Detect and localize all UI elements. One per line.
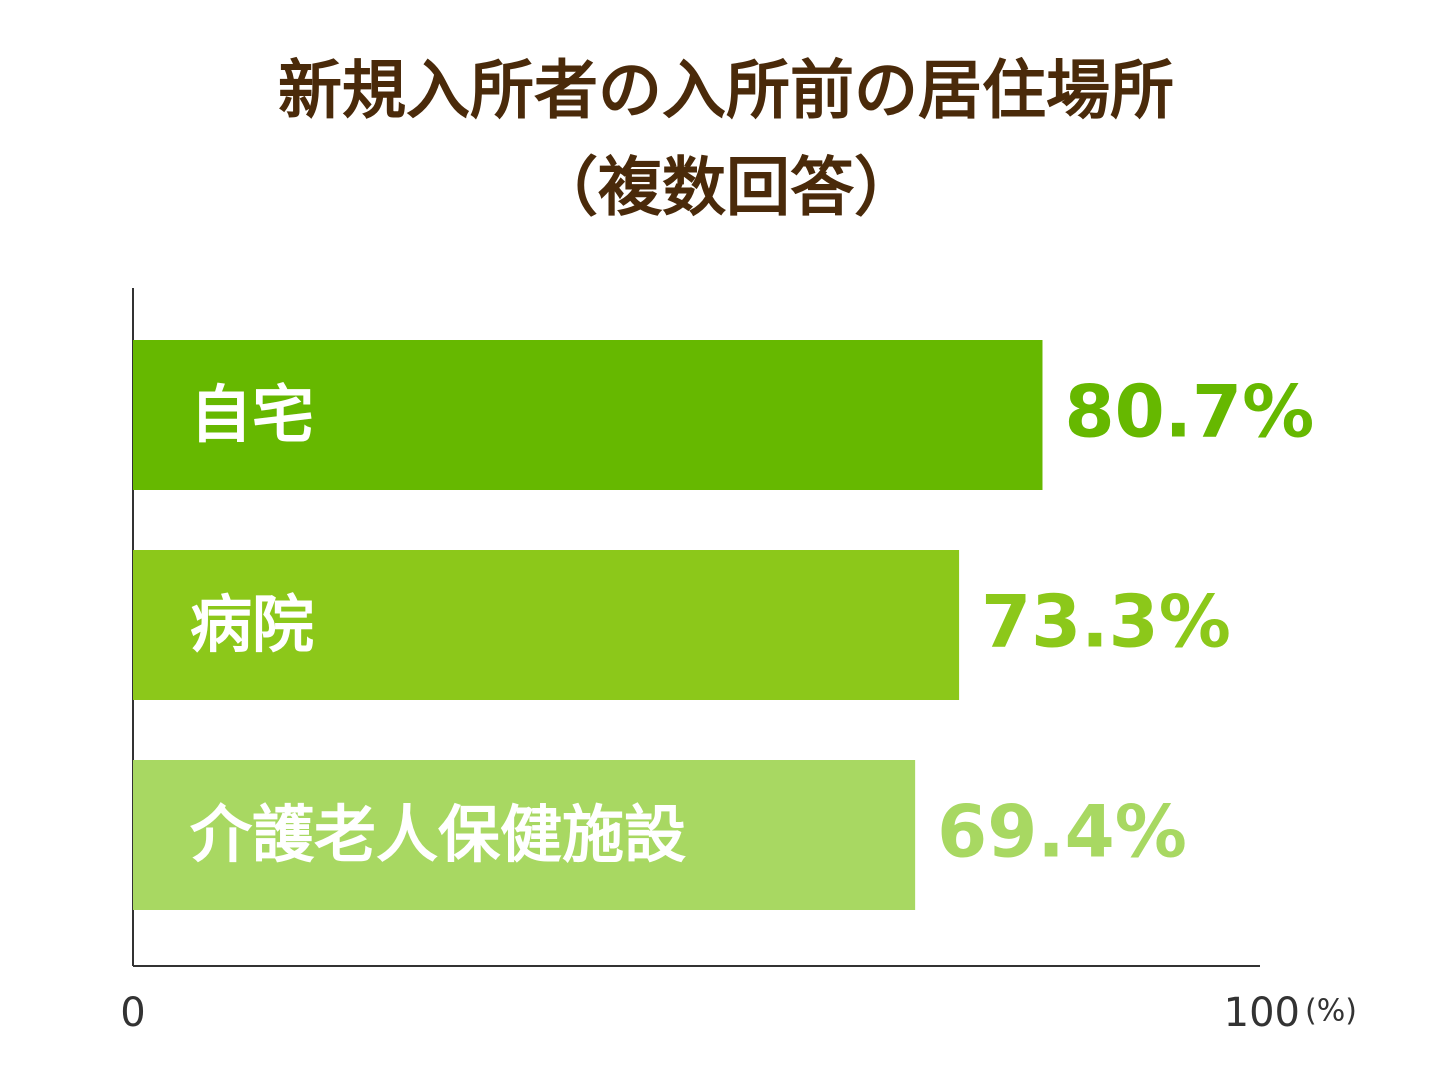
bar xyxy=(133,340,1043,490)
x-axis-label: (%) xyxy=(1305,994,1357,1029)
category-label: 介護老人保健施設 xyxy=(190,798,686,871)
value-label: 69.4% xyxy=(937,790,1187,874)
chart-title: 新規入所者の入所前の居住場所 xyxy=(278,55,1174,129)
value-label: 73.3% xyxy=(981,580,1231,664)
bar xyxy=(133,550,960,700)
x-tick-label: 0 xyxy=(120,990,145,1036)
chart-subtitle: （複数回答） xyxy=(534,152,918,226)
category-label: 病院 xyxy=(190,588,314,661)
bar xyxy=(133,760,916,910)
category-label: 自宅 xyxy=(190,378,314,451)
value-label: 80.7% xyxy=(1064,370,1314,454)
x-tick-label: 100 xyxy=(1224,990,1300,1036)
